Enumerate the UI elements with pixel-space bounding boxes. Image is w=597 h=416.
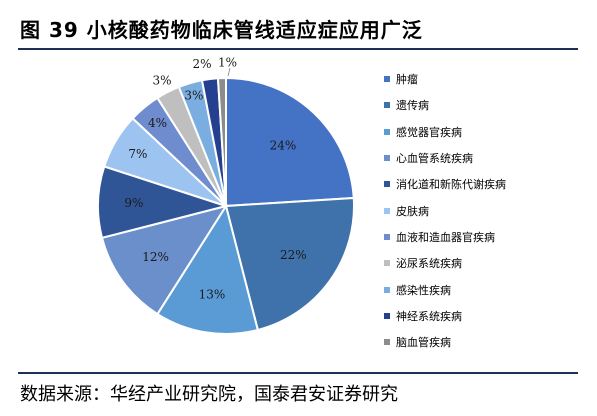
legend-label: 感觉器官疾病 xyxy=(396,125,462,139)
legend-label: 神经系统疾病 xyxy=(396,309,462,323)
source-note: 数据来源：华经产业研究院，国泰君安证券研究 xyxy=(20,384,398,405)
legend-item: 遗传病 xyxy=(384,92,506,118)
legend-swatch xyxy=(384,102,390,109)
legend-item: 感觉器官疾病 xyxy=(384,119,506,145)
chart-legend: 肿瘤遗传病感觉器官疾病 心血管系统疾病消化道和新陈代谢疾病 皮肤病血液和造血器官疾病… xyxy=(384,66,506,355)
slice-label: 24% xyxy=(270,138,297,152)
slice-label: 9% xyxy=(124,196,143,210)
legend-swatch xyxy=(384,207,390,214)
slice-label: 2% xyxy=(193,57,212,71)
legend-swatch xyxy=(384,76,390,83)
legend-item: 感染性疾病 xyxy=(384,276,506,302)
leader-line xyxy=(227,67,231,77)
legend-label: 皮肤病 xyxy=(396,204,429,218)
source-rule xyxy=(18,372,578,374)
legend-swatch xyxy=(384,181,390,188)
slice-label: 7% xyxy=(128,147,147,161)
legend-swatch xyxy=(384,339,390,346)
legend-item: 心血管系统疾病 xyxy=(384,145,506,171)
legend-swatch xyxy=(384,260,390,267)
legend-label: 感染性疾病 xyxy=(396,283,451,297)
legend-item: 皮肤病 xyxy=(384,197,506,223)
pie-slice xyxy=(100,204,229,316)
title-rule xyxy=(18,48,578,50)
legend-item: 肿瘤 xyxy=(384,66,506,92)
legend-label: 泌尿系统疾病 xyxy=(396,257,462,271)
legend-label: 遗传病 xyxy=(396,99,429,113)
slice-label: 22% xyxy=(280,248,307,262)
legend-item: 神经系统疾病 xyxy=(384,303,506,329)
legend-item: 泌尿系统疾病 xyxy=(384,250,506,276)
legend-item: 脑血管疾病 xyxy=(384,329,506,355)
pie-slice xyxy=(216,76,227,207)
legend-label: 消化道和新陈代谢疾病 xyxy=(396,178,506,192)
legend-swatch xyxy=(384,155,390,162)
slice-label: 1% xyxy=(218,56,237,70)
slice-label: 3% xyxy=(184,88,203,102)
legend-swatch xyxy=(384,128,390,135)
legend-swatch xyxy=(384,312,390,319)
slice-label: 4% xyxy=(148,116,167,130)
legend-swatch xyxy=(384,286,390,293)
pie-slice xyxy=(225,76,355,208)
legend-label: 血液和造血器官疾病 xyxy=(396,230,495,244)
figure-title: 图 39 小核酸药物临床管线适应症应用广泛 xyxy=(20,18,423,42)
legend-label: 肿瘤 xyxy=(396,73,418,87)
legend-item: 消化道和新陈代谢疾病 xyxy=(384,171,506,197)
slice-label: 3% xyxy=(153,74,172,88)
legend-label: 脑血管疾病 xyxy=(396,336,451,350)
legend-item: 血液和造血器官疾病 xyxy=(384,224,506,250)
pie-slice xyxy=(224,196,355,332)
legend-swatch xyxy=(384,233,390,240)
pie-slice xyxy=(156,203,260,335)
pie-chart: 24% 22% 13% 12% 9% 7% 4% 3% 3% 2% 1% xyxy=(97,56,355,335)
slice-label: 13% xyxy=(199,287,226,301)
legend-label: 心血管系统疾病 xyxy=(396,152,473,166)
slice-label: 12% xyxy=(142,250,169,264)
